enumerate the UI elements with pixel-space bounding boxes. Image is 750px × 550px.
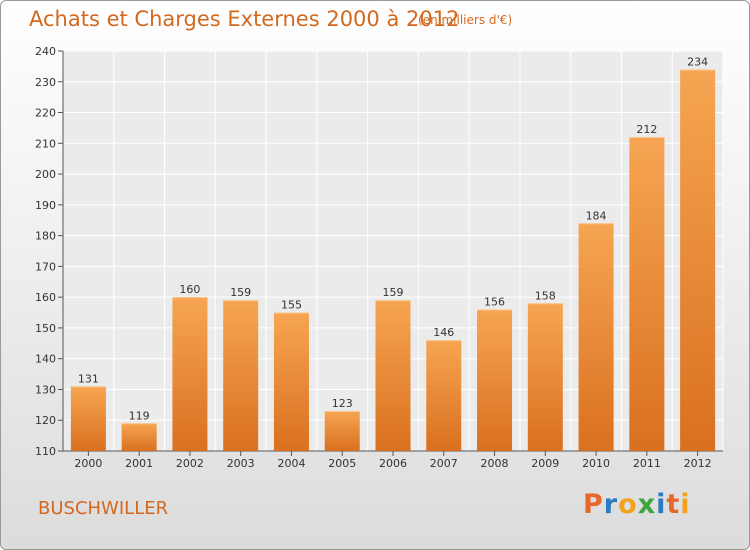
data-label: 159 — [230, 286, 251, 299]
y-tick-label: 110 — [35, 445, 56, 458]
bar — [121, 423, 157, 451]
bar — [223, 300, 259, 451]
data-label: 160 — [179, 283, 200, 296]
x-tick-label: 2000 — [74, 457, 102, 470]
x-tick-label: 2008 — [481, 457, 509, 470]
bars — [70, 69, 716, 451]
y-tick-label: 220 — [35, 107, 56, 120]
bar — [680, 69, 716, 451]
data-label: 146 — [433, 326, 454, 339]
logo-letter: o — [618, 489, 638, 520]
data-label: 155 — [281, 299, 302, 312]
y-tick-label: 180 — [35, 230, 56, 243]
data-label: 234 — [687, 55, 708, 68]
data-label: 212 — [636, 123, 657, 136]
bar — [629, 137, 665, 451]
bar — [426, 340, 462, 451]
y-tick-label: 150 — [35, 322, 56, 335]
chart-unit: (en milliers d'€) — [418, 13, 513, 27]
data-label: 158 — [535, 289, 556, 302]
x-tick-label: 2003 — [227, 457, 255, 470]
bar — [273, 312, 309, 451]
bar — [527, 303, 563, 451]
x-tick-label: 2006 — [379, 457, 407, 470]
y-tick-label: 200 — [35, 168, 56, 181]
proxiti-logo: Proxiti — [583, 489, 691, 520]
x-tick-label: 2004 — [277, 457, 305, 470]
x-tick-label: 2009 — [531, 457, 559, 470]
x-tick-label: 2001 — [125, 457, 153, 470]
x-tick-label: 2012 — [684, 457, 712, 470]
logo-letter: t — [666, 489, 681, 520]
x-tick-label: 2007 — [430, 457, 458, 470]
logo-letter: x — [637, 489, 657, 520]
x-tick-label: 2011 — [633, 457, 661, 470]
y-tick-label: 130 — [35, 383, 56, 396]
logo-letter: i — [680, 489, 691, 520]
bar — [70, 386, 106, 451]
bar — [375, 300, 411, 451]
logo-letter: i — [656, 489, 667, 520]
y-tick-label: 230 — [35, 76, 56, 89]
data-label: 119 — [129, 409, 150, 422]
y-tick-label: 240 — [35, 45, 56, 58]
y-tick-label: 210 — [35, 137, 56, 150]
data-label: 159 — [383, 286, 404, 299]
logo-letter: r — [603, 489, 619, 520]
bar — [172, 297, 208, 451]
y-tick-label: 120 — [35, 414, 56, 427]
logo-letter: P — [583, 489, 604, 520]
y-tick-label: 160 — [35, 291, 56, 304]
chart-title: Achats et Charges Externes 2000 à 2012 — [29, 7, 460, 31]
data-label: 184 — [586, 209, 607, 222]
y-tick-label: 140 — [35, 353, 56, 366]
data-label: 156 — [484, 295, 505, 308]
bar — [477, 309, 513, 451]
y-tick-label: 190 — [35, 199, 56, 212]
bar — [578, 223, 614, 451]
bar — [324, 411, 360, 451]
x-tick-label: 2010 — [582, 457, 610, 470]
x-tick-label: 2002 — [176, 457, 204, 470]
data-label: 131 — [78, 372, 99, 385]
data-label: 123 — [332, 397, 353, 410]
y-tick-label: 170 — [35, 260, 56, 273]
data-labels: 131 119 160 159 155 123 159 146 156 158 184 212 234 — [78, 55, 708, 422]
x-tick-label: 2005 — [328, 457, 356, 470]
place-name: BUSCHWILLER — [38, 498, 169, 519]
